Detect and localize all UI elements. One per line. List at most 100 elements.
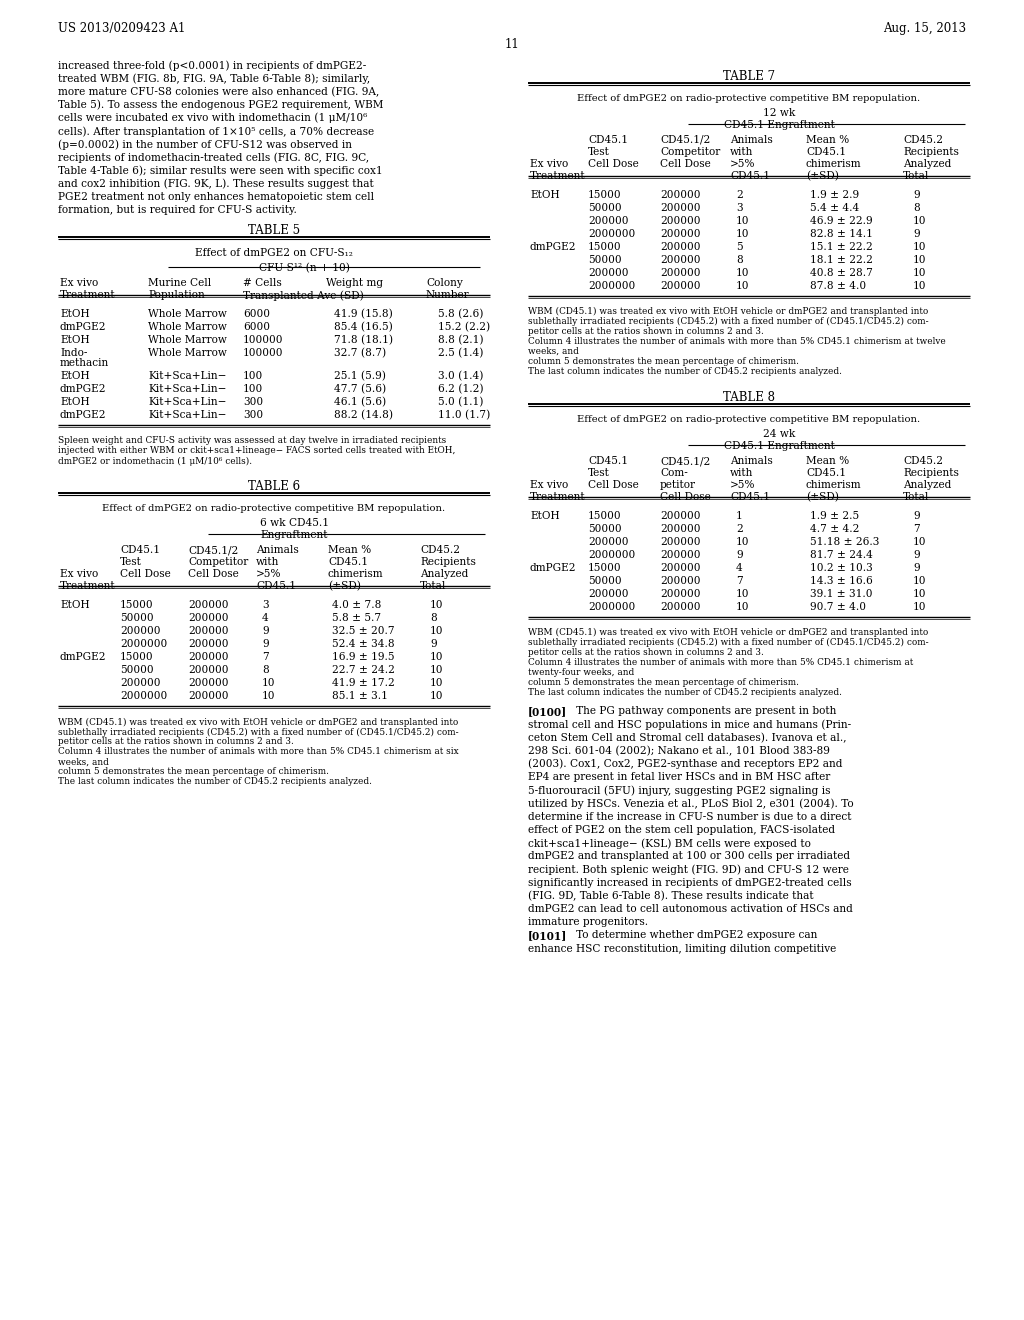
Text: 10: 10 bbox=[430, 627, 443, 636]
Text: Analyzed: Analyzed bbox=[420, 569, 468, 579]
Text: with: with bbox=[730, 469, 754, 478]
Text: 2000000: 2000000 bbox=[120, 639, 167, 649]
Text: Whole Marrow: Whole Marrow bbox=[148, 309, 227, 319]
Text: 8: 8 bbox=[262, 665, 268, 676]
Text: Treatment: Treatment bbox=[530, 172, 586, 181]
Text: EtOH: EtOH bbox=[60, 601, 90, 610]
Text: Animals: Animals bbox=[730, 455, 773, 466]
Text: Competitor: Competitor bbox=[188, 557, 248, 568]
Text: Com-: Com- bbox=[660, 469, 688, 478]
Text: Animals: Animals bbox=[730, 135, 773, 145]
Text: Murine Cell: Murine Cell bbox=[148, 279, 211, 288]
Text: 298 Sci. 601-04 (2002); Nakano et al., 101 Blood 383-89: 298 Sci. 601-04 (2002); Nakano et al., 1… bbox=[528, 746, 829, 756]
Text: petitor cells at the ratios shown in columns 2 and 3.: petitor cells at the ratios shown in col… bbox=[528, 648, 764, 657]
Text: Aug. 15, 2013: Aug. 15, 2013 bbox=[883, 22, 966, 36]
Text: cells were incubated ex vivo with indomethacin (1 μM/10⁶: cells were incubated ex vivo with indome… bbox=[58, 112, 368, 123]
Text: 10: 10 bbox=[262, 678, 275, 689]
Text: CD45.1 Engraftment: CD45.1 Engraftment bbox=[724, 441, 835, 451]
Text: Whole Marrow: Whole Marrow bbox=[148, 348, 227, 359]
Text: EtOH: EtOH bbox=[60, 309, 90, 319]
Text: sublethally irradiated recipients (CD45.2) with a fixed number of (CD45.1/CD45.2: sublethally irradiated recipients (CD45.… bbox=[528, 638, 929, 647]
Text: 9: 9 bbox=[430, 639, 436, 649]
Text: petitor cells at the ratios shown in columns 2 and 3.: petitor cells at the ratios shown in col… bbox=[58, 738, 294, 746]
Text: 10: 10 bbox=[913, 268, 927, 279]
Text: 2: 2 bbox=[736, 524, 742, 535]
Text: Engraftment: Engraftment bbox=[260, 531, 328, 540]
Text: The last column indicates the number of CD45.2 recipients analyzed.: The last column indicates the number of … bbox=[528, 367, 842, 376]
Text: 10: 10 bbox=[430, 601, 443, 610]
Text: EtOH: EtOH bbox=[60, 335, 90, 346]
Text: WBM (CD45.1) was treated ex vivo with EtOH vehicle or dmPGE2 and transplanted in: WBM (CD45.1) was treated ex vivo with Et… bbox=[528, 628, 928, 638]
Text: 200000: 200000 bbox=[660, 550, 700, 560]
Text: 10: 10 bbox=[430, 692, 443, 701]
Text: 200000: 200000 bbox=[588, 537, 629, 546]
Text: with: with bbox=[256, 557, 280, 568]
Text: 200000: 200000 bbox=[660, 589, 700, 599]
Text: 46.9 ± 22.9: 46.9 ± 22.9 bbox=[810, 216, 872, 226]
Text: 46.1 (5.6): 46.1 (5.6) bbox=[334, 397, 386, 408]
Text: 200000: 200000 bbox=[660, 564, 700, 573]
Text: 2000000: 2000000 bbox=[588, 550, 635, 560]
Text: 8.8 (2.1): 8.8 (2.1) bbox=[438, 335, 483, 346]
Text: CD45.1: CD45.1 bbox=[730, 172, 770, 181]
Text: 200000: 200000 bbox=[660, 537, 700, 546]
Text: Effect of dmPGE2 on radio-protective competitive BM repopulation.: Effect of dmPGE2 on radio-protective com… bbox=[102, 504, 445, 513]
Text: 50000: 50000 bbox=[120, 614, 154, 623]
Text: 50000: 50000 bbox=[588, 255, 622, 265]
Text: methacin: methacin bbox=[60, 359, 110, 368]
Text: 4: 4 bbox=[262, 614, 268, 623]
Text: 47.7 (5.6): 47.7 (5.6) bbox=[334, 384, 386, 395]
Text: TABLE 5: TABLE 5 bbox=[248, 224, 300, 238]
Text: Treatment: Treatment bbox=[60, 290, 116, 301]
Text: immature progenitors.: immature progenitors. bbox=[528, 917, 648, 927]
Text: Cell Dose: Cell Dose bbox=[588, 480, 639, 490]
Text: 200000: 200000 bbox=[660, 216, 700, 226]
Text: ceton Stem Cell and Stromal cell databases). Ivanova et al.,: ceton Stem Cell and Stromal cell databas… bbox=[528, 733, 847, 743]
Text: 200000: 200000 bbox=[188, 665, 228, 676]
Text: 10: 10 bbox=[736, 589, 750, 599]
Text: 6 wk CD45.1: 6 wk CD45.1 bbox=[259, 519, 329, 528]
Text: CD45.2: CD45.2 bbox=[420, 545, 460, 556]
Text: 1.9 ± 2.9: 1.9 ± 2.9 bbox=[810, 190, 859, 201]
Text: 8: 8 bbox=[736, 255, 742, 265]
Text: 88.2 (14.8): 88.2 (14.8) bbox=[334, 411, 393, 421]
Text: 10: 10 bbox=[913, 242, 927, 252]
Text: WBM (CD45.1) was treated ex vivo with EtOH vehicle or dmPGE2 and transplanted in: WBM (CD45.1) was treated ex vivo with Et… bbox=[528, 308, 928, 315]
Text: 9: 9 bbox=[262, 639, 268, 649]
Text: (±SD): (±SD) bbox=[806, 492, 839, 503]
Text: 82.8 ± 14.1: 82.8 ± 14.1 bbox=[810, 228, 872, 239]
Text: [0101]: [0101] bbox=[528, 931, 567, 941]
Text: 50000: 50000 bbox=[588, 203, 622, 213]
Text: 32.7 (8.7): 32.7 (8.7) bbox=[334, 348, 386, 359]
Text: 10: 10 bbox=[913, 255, 927, 265]
Text: CD45.1: CD45.1 bbox=[806, 147, 846, 157]
Text: Recipients: Recipients bbox=[903, 147, 958, 157]
Text: 2.5 (1.4): 2.5 (1.4) bbox=[438, 348, 483, 359]
Text: CFU-S¹² (n + 10): CFU-S¹² (n + 10) bbox=[259, 264, 349, 273]
Text: Population: Population bbox=[148, 290, 205, 301]
Text: Kit+Sca+Lin−: Kit+Sca+Lin− bbox=[148, 384, 226, 395]
Text: chimerism: chimerism bbox=[806, 480, 861, 490]
Text: 1.9 ± 2.5: 1.9 ± 2.5 bbox=[810, 511, 859, 521]
Text: 15000: 15000 bbox=[588, 242, 622, 252]
Text: Treatment: Treatment bbox=[60, 581, 116, 591]
Text: 100: 100 bbox=[243, 384, 263, 395]
Text: column 5 demonstrates the mean percentage of chimerism.: column 5 demonstrates the mean percentag… bbox=[528, 356, 799, 366]
Text: recipients of indomethacin-treated cells (FIG. 8C, FIG. 9C,: recipients of indomethacin-treated cells… bbox=[58, 152, 369, 162]
Text: EtOH: EtOH bbox=[60, 371, 90, 381]
Text: 15000: 15000 bbox=[588, 511, 622, 521]
Text: 5: 5 bbox=[736, 242, 742, 252]
Text: 200000: 200000 bbox=[660, 228, 700, 239]
Text: with: with bbox=[730, 147, 754, 157]
Text: determine if the increase in CFU-S number is due to a direct: determine if the increase in CFU-S numbe… bbox=[528, 812, 852, 821]
Text: 11: 11 bbox=[505, 38, 519, 51]
Text: 5.0 (1.1): 5.0 (1.1) bbox=[438, 397, 483, 408]
Text: CD45.1: CD45.1 bbox=[120, 545, 160, 556]
Text: 10: 10 bbox=[913, 576, 927, 586]
Text: 10: 10 bbox=[430, 652, 443, 663]
Text: 9: 9 bbox=[913, 564, 920, 573]
Text: 15000: 15000 bbox=[120, 601, 154, 610]
Text: 200000: 200000 bbox=[660, 203, 700, 213]
Text: 3: 3 bbox=[262, 601, 268, 610]
Text: 24 wk: 24 wk bbox=[763, 429, 796, 440]
